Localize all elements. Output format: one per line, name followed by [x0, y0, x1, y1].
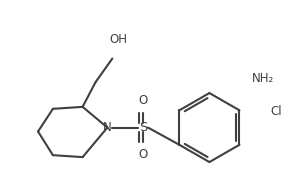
Text: O: O — [138, 94, 148, 107]
Text: N: N — [103, 121, 112, 134]
Text: S: S — [139, 121, 147, 134]
Text: NH₂: NH₂ — [252, 72, 274, 85]
Text: O: O — [138, 148, 148, 161]
Text: OH: OH — [109, 33, 127, 46]
Text: Cl: Cl — [271, 105, 283, 118]
